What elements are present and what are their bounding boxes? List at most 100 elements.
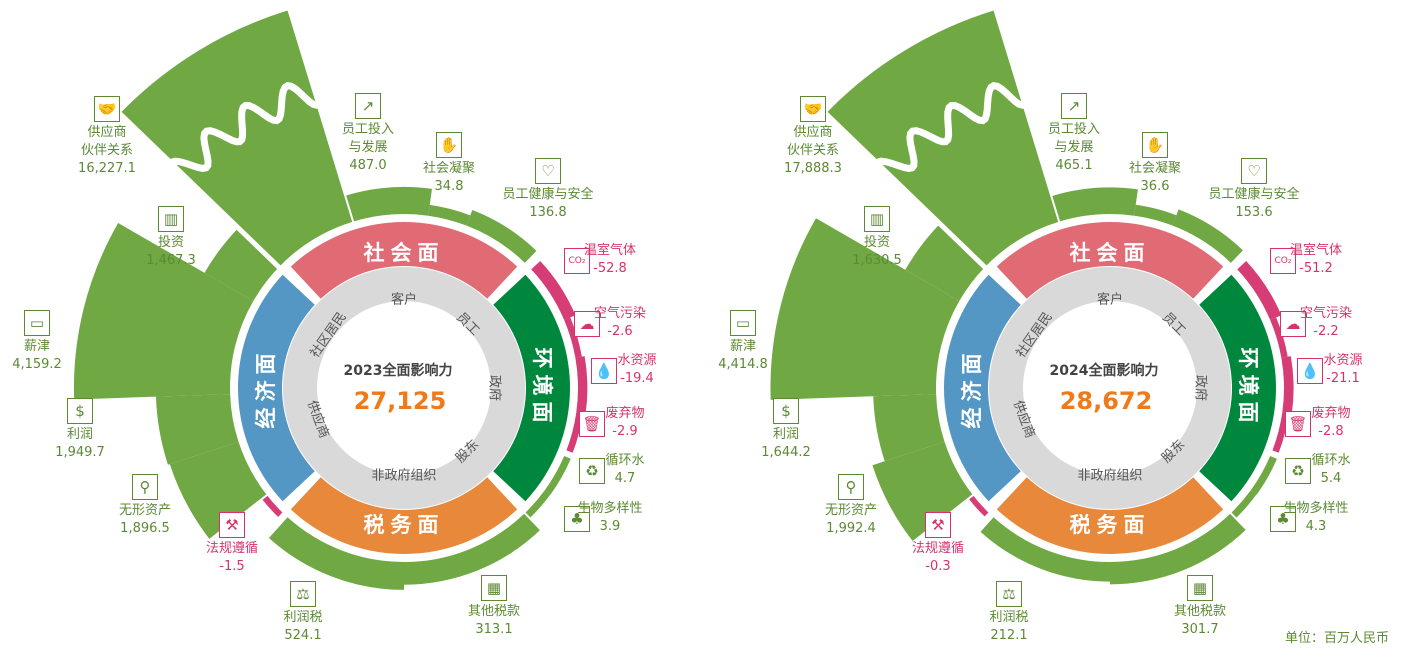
segment-label: 环境面: [530, 348, 554, 429]
bar-无形资产: [169, 441, 267, 540]
segment-社会面: [290, 222, 518, 299]
bar-chart-icon: ▥: [864, 206, 890, 232]
item-name: 法规遵循: [911, 541, 965, 556]
item-name: 生物多样性: [1283, 501, 1349, 516]
item-name: 投资: [157, 235, 184, 250]
handshake-icon: 🤝: [94, 96, 120, 122]
item-value: 487.0: [349, 158, 387, 173]
item-value: 4,414.8: [718, 357, 768, 372]
bar-空气污染: [1270, 317, 1288, 358]
item-name: 空气污染: [1299, 306, 1353, 321]
tree-icon: ♣: [1270, 506, 1296, 532]
item-value: 3.9: [599, 519, 621, 534]
item-value: -2.6: [607, 324, 633, 339]
bar-利润: [873, 394, 945, 462]
item-value: 4.7: [614, 471, 636, 486]
item-label: 空气污染 -2.6: [594, 305, 646, 341]
cash-icon: ▭: [730, 310, 756, 336]
item-label: 生物多样性 4.3: [1283, 500, 1348, 536]
gavel-icon: ⚒: [219, 512, 245, 538]
bar-薪津: [73, 222, 254, 400]
segment-label: 经济面: [960, 348, 984, 429]
bar-员工投入与发展: [1051, 187, 1138, 222]
item-value: 313.1: [475, 622, 513, 637]
employee-growth-icon: ↗: [1061, 93, 1087, 119]
item-name: 水资源: [617, 353, 657, 368]
scales-icon: ⚖: [996, 581, 1022, 607]
stakeholder-label: 政府: [487, 375, 502, 401]
item-name: 薪津: [23, 339, 50, 354]
total-value: 28,672: [1060, 387, 1153, 415]
item-name: 员工健康与安全: [1208, 187, 1300, 202]
segment-label: 社会面: [1069, 241, 1151, 265]
item-label: 供应商伙伴关系 16,227.1: [78, 124, 136, 178]
dollar-icon: $: [773, 398, 799, 424]
item-label: 其他税款 313.1: [468, 603, 520, 639]
item-value: 1,630.5: [852, 253, 902, 268]
item-value: 1,644.2: [761, 445, 811, 460]
bar-水资源: [1281, 356, 1294, 414]
bar-separator: [115, 109, 283, 271]
item-name: 利润: [66, 427, 93, 442]
item-name: 伙伴关系: [80, 143, 134, 158]
item-value: 465.1: [1055, 158, 1093, 173]
item-label: 法规遵循 -1.5: [206, 540, 258, 576]
segment-环境面: [1199, 274, 1276, 502]
item-name: 废弃物: [605, 406, 645, 421]
bar-其他税款: [404, 513, 541, 585]
segment-税务面: [996, 477, 1224, 554]
item-label: 员工投入 与发展 487.0: [342, 121, 394, 175]
bar-社会凝聚: [1134, 204, 1177, 226]
item-label: 利润 1,949.7: [55, 426, 105, 462]
handshake-icon: 🤝: [800, 96, 826, 122]
item-name: 与发展: [1054, 140, 1094, 155]
co2-icon: CO₂: [1270, 248, 1296, 274]
bar-chart-icon: ▥: [158, 206, 184, 232]
bar-空气污染: [564, 317, 582, 358]
stakeholder-label: 政府: [1193, 375, 1208, 401]
segment-label: 环境面: [1236, 348, 1260, 429]
water-drop-icon: 💧: [591, 358, 617, 384]
recycle-water-icon: ♻: [579, 458, 605, 484]
impact-chart-2: 社会面环境面税务面经济面客户员工政府股东非政府组织供应商社区居民2024全面影响…: [770, 5, 1394, 660]
trash-icon: 🗑: [1285, 411, 1311, 437]
item-label: 利润税 524.1: [283, 609, 322, 645]
bar-员工健康与安全: [466, 209, 537, 263]
item-name: 与发展: [348, 140, 388, 155]
item-label: 员工健康与安全 153.6: [1208, 186, 1299, 222]
bar-生物多样性: [1230, 490, 1257, 519]
stakeholder-ring: [283, 267, 525, 509]
item-name: 社会凝聚: [422, 161, 476, 176]
building-icon: ▦: [481, 575, 507, 601]
item-label: 供应商 伙伴关系 17,888.3: [784, 124, 842, 178]
item-name: 温室气体: [1289, 243, 1343, 258]
item-name: 废弃物: [1311, 406, 1351, 421]
item-label: 废弃物 -2.8: [1311, 405, 1350, 441]
recycle-water-icon: ♻: [1285, 458, 1311, 484]
item-value: 4.3: [1305, 519, 1327, 534]
item-value: 1,896.5: [120, 521, 170, 536]
cash-icon: ▭: [24, 310, 50, 336]
item-value: 136.8: [529, 205, 567, 220]
item-label: 循环水 4.7: [605, 452, 644, 488]
segment-divider: [485, 469, 525, 509]
item-value: 36.6: [1140, 179, 1170, 194]
item-value: -51.2: [1299, 261, 1333, 276]
item-name: 温室气体: [583, 243, 637, 258]
item-value: 1,992.4: [826, 521, 876, 536]
bar-员工投入与发展: [345, 186, 432, 222]
segment-divider: [1191, 267, 1231, 307]
item-value: -0.3: [925, 559, 951, 574]
bar-法规遵循: [261, 495, 284, 518]
item-name: 投资: [863, 235, 890, 250]
bar-利润: [155, 394, 239, 465]
segment-divider: [283, 469, 323, 509]
cloud-pollution-icon: ☁: [1280, 311, 1306, 337]
item-label: 社会凝聚 36.6: [1129, 160, 1181, 196]
segment-divider: [989, 469, 1029, 509]
axis-break-wave: [166, 82, 328, 182]
item-label: 利润 1,644.2: [761, 426, 811, 462]
segment-label: 税务面: [364, 513, 445, 537]
item-name: 供应商: [87, 125, 127, 140]
item-value: 16,227.1: [78, 161, 136, 176]
